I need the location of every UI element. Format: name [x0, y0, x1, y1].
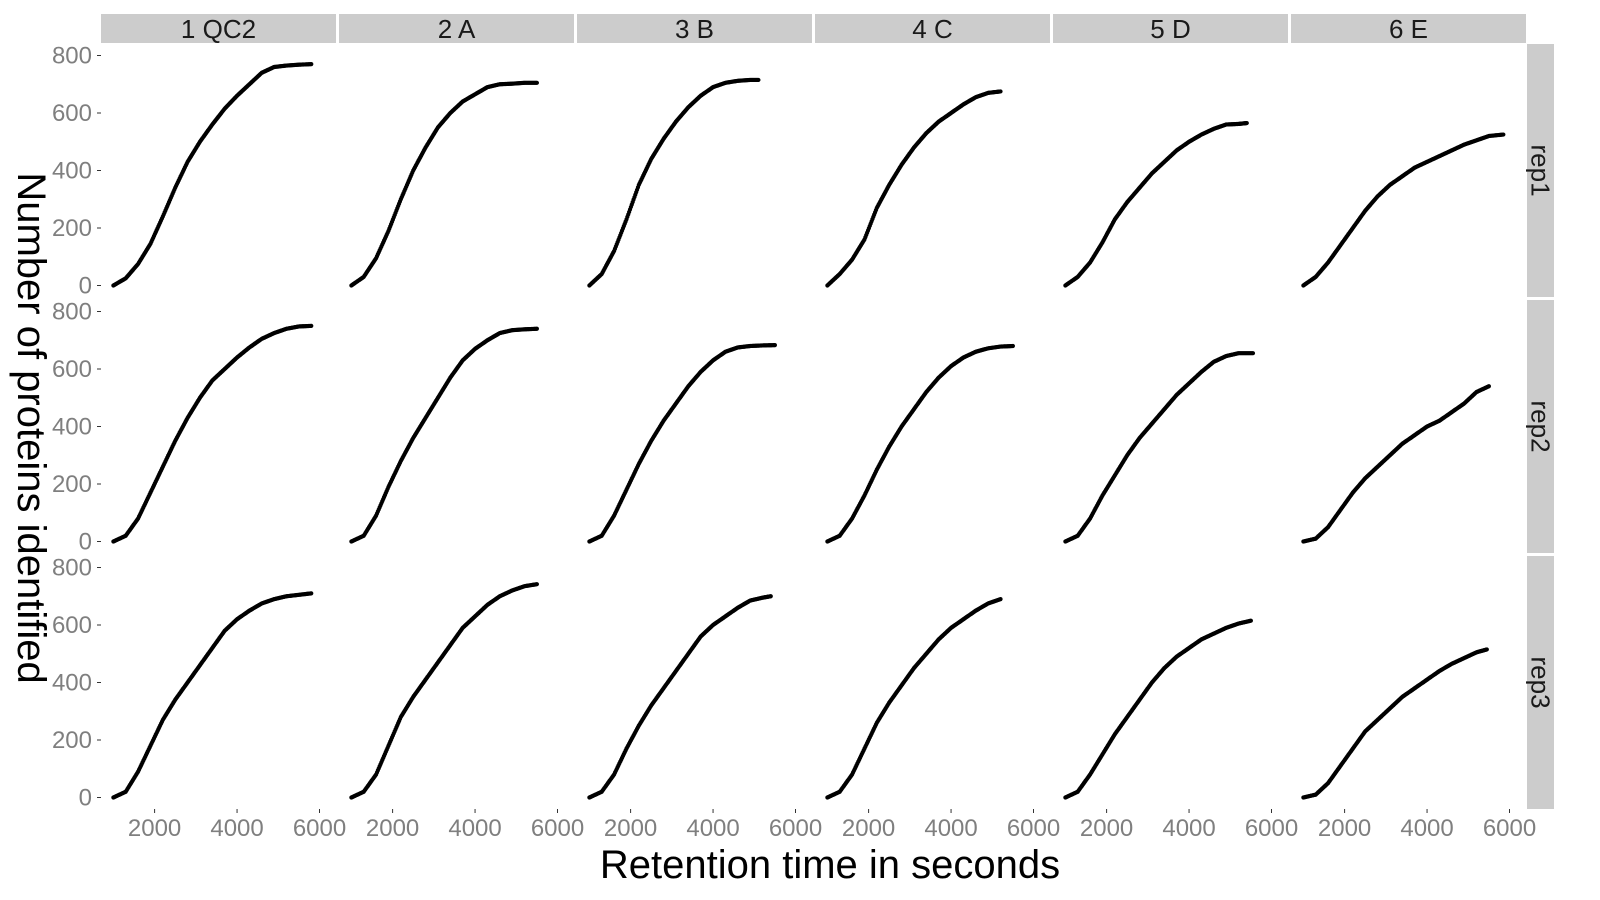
column-strip	[1291, 14, 1526, 43]
facet-panel	[111, 323, 314, 544]
x-tick-label: 2000	[366, 815, 419, 842]
y-tick-label: 800	[52, 555, 92, 582]
x-tick-label: 4000	[686, 815, 739, 842]
data-point	[1010, 343, 1015, 349]
row-strip-label: rep2	[1526, 400, 1556, 452]
data-point	[998, 89, 1003, 94]
facet-panel	[1301, 647, 1489, 800]
y-tick-label: 400	[52, 158, 92, 185]
y-tick-label: 400	[52, 670, 92, 697]
data-point	[534, 582, 539, 587]
facet-panel	[111, 591, 314, 800]
x-tick-label: 6000	[1483, 815, 1536, 842]
column-strip-label: 5 D	[1150, 14, 1190, 44]
x-tick-label: 4000	[448, 815, 501, 842]
y-tick-label: 200	[52, 727, 92, 754]
x-tick-label: 2000	[604, 815, 657, 842]
column-strip	[101, 14, 336, 43]
facet-panel	[349, 582, 539, 800]
column-strip	[815, 14, 1050, 43]
row-strip	[1527, 44, 1554, 297]
data-point	[768, 594, 773, 599]
column-strip-label: 6 E	[1389, 14, 1428, 44]
row-strip	[1527, 556, 1554, 809]
facet-panel	[1301, 384, 1491, 544]
facet-panel	[1063, 351, 1256, 544]
row-strip	[1527, 300, 1554, 553]
x-tick-label: 4000	[1400, 815, 1453, 842]
x-tick-label: 2000	[1318, 815, 1371, 842]
column-strip	[577, 14, 812, 43]
column-strip	[339, 14, 574, 43]
facet-panel	[1063, 120, 1249, 288]
x-tick-label: 6000	[1245, 815, 1298, 842]
facet-panel	[825, 343, 1015, 544]
facet-panel	[111, 62, 314, 288]
y-tick-label: 0	[79, 273, 92, 300]
column-strip-label: 1 QC2	[181, 14, 256, 44]
data-point	[1244, 120, 1249, 126]
y-tick-label: 600	[52, 356, 92, 383]
facet-panel	[349, 80, 539, 288]
column-strip-label: 3 B	[675, 14, 714, 44]
y-tick-label: 600	[52, 612, 92, 639]
data-point	[772, 343, 777, 348]
facet-strips: 1 QC2 2 A 3 B 4 C 5 D 6 E rep1 rep2 rep3	[101, 14, 1556, 809]
facet-panel	[1063, 618, 1253, 800]
column-strip-label: 4 C	[912, 14, 952, 44]
facet-panel	[587, 594, 773, 800]
y-tick-label: 0	[79, 529, 92, 556]
data-point	[1248, 618, 1253, 623]
x-tick-label: 6000	[531, 815, 584, 842]
data-point	[309, 323, 314, 328]
x-tick-label: 6000	[769, 815, 822, 842]
facet-panel	[587, 343, 777, 544]
x-axis-title: Retention time in seconds	[600, 843, 1060, 887]
data-point	[1484, 647, 1489, 652]
y-axis-title: Number of proteins identified	[9, 172, 53, 683]
row-strip-label: rep3	[1526, 656, 1556, 708]
x-tick-label: 2000	[1080, 815, 1133, 842]
facet-panel	[349, 326, 539, 544]
y-tick-label: 0	[79, 785, 92, 812]
data-point	[756, 77, 761, 83]
x-tick-label: 4000	[1162, 815, 1215, 842]
row-strip-label: rep1	[1526, 144, 1556, 196]
facet-panel	[1301, 132, 1506, 288]
data-point	[1501, 132, 1506, 137]
data-point	[998, 597, 1003, 602]
y-tick-label: 200	[52, 215, 92, 242]
data-point	[534, 326, 539, 331]
facet-panel	[587, 77, 761, 288]
column-strip-label: 2 A	[438, 14, 476, 44]
y-tick-label: 600	[52, 100, 92, 127]
facet-panel	[825, 89, 1003, 288]
column-strip	[1053, 14, 1288, 43]
data-point	[309, 591, 314, 596]
y-tick-label: 200	[52, 471, 92, 498]
x-tick-label: 6000	[293, 815, 346, 842]
y-tick-label: 800	[52, 43, 92, 70]
data-point	[534, 80, 539, 85]
x-tick-label: 2000	[842, 815, 895, 842]
panels-layer	[111, 62, 1506, 800]
y-tick-label: 400	[52, 414, 92, 441]
x-tick-label: 6000	[1007, 815, 1060, 842]
x-tick-label: 4000	[924, 815, 977, 842]
y-tick-label: 800	[52, 299, 92, 326]
facet-panel	[825, 597, 1003, 800]
data-point	[309, 62, 314, 67]
data-point	[1486, 384, 1491, 389]
x-tick-label: 4000	[210, 815, 263, 842]
axes-layer: 0200400600800020040060080002004006008002…	[52, 43, 1536, 843]
x-tick-label: 2000	[128, 815, 181, 842]
data-point	[1250, 351, 1256, 356]
